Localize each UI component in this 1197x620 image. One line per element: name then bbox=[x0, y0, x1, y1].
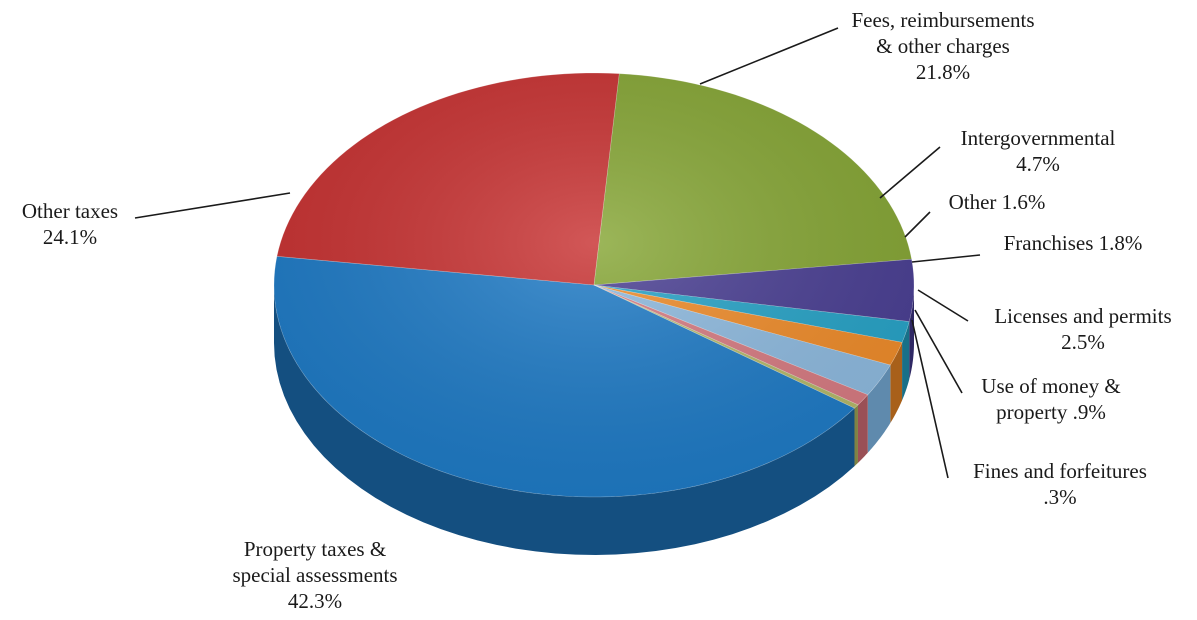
data-label-2: Fees, reimbursements & other charges 21.8% bbox=[851, 8, 1034, 84]
pie-slice-2 bbox=[593, 73, 912, 286]
data-label-6: Licenses and permits 2.5% bbox=[994, 304, 1171, 354]
data-labels: Property taxes & special assessments 42.3%… bbox=[22, 8, 1172, 613]
data-label-4: Other 1.6% bbox=[949, 190, 1046, 214]
leader-line-4 bbox=[904, 211, 931, 238]
data-label-6-line-0: Licenses and permits bbox=[994, 304, 1171, 328]
data-label-0-line-2: 42.3% bbox=[288, 589, 342, 613]
pie-slice-1 bbox=[276, 72, 620, 286]
data-label-3-line-1: 4.7% bbox=[1016, 152, 1060, 176]
data-label-7-line-1: property .9% bbox=[996, 400, 1106, 424]
data-label-0: Property taxes & special assessments 42.3% bbox=[232, 537, 397, 613]
data-label-5-line-0: Franchises 1.8% bbox=[1004, 231, 1143, 255]
data-label-7: Use of money & property .9% bbox=[981, 374, 1120, 424]
leader-line-5 bbox=[911, 254, 981, 263]
data-label-8-line-0: Fines and forfeitures bbox=[973, 459, 1147, 483]
data-label-0-line-0: Property taxes & bbox=[244, 537, 386, 561]
pie-slices bbox=[273, 72, 915, 498]
pie-side-8 bbox=[854, 404, 858, 467]
data-label-8: Fines and forfeitures .3% bbox=[973, 459, 1147, 509]
pie-side-7 bbox=[857, 394, 868, 463]
leader-line-1 bbox=[134, 192, 291, 219]
data-label-2-line-0: Fees, reimbursements bbox=[851, 8, 1034, 32]
data-label-1: Other taxes 24.1% bbox=[22, 199, 118, 249]
data-label-0-line-1: special assessments bbox=[232, 563, 397, 587]
data-label-1-line-1: 24.1% bbox=[43, 225, 97, 249]
leader-line-8 bbox=[911, 319, 949, 479]
data-label-3-line-0: Intergovernmental bbox=[961, 126, 1116, 150]
leader-lines bbox=[134, 27, 981, 479]
data-label-7-line-0: Use of money & bbox=[981, 374, 1120, 398]
leader-line-6 bbox=[917, 289, 969, 322]
data-label-4-line-0: Other 1.6% bbox=[949, 190, 1046, 214]
leader-line-3 bbox=[879, 146, 941, 199]
data-label-2-line-2: 21.8% bbox=[916, 60, 970, 84]
data-label-1-line-0: Other taxes bbox=[22, 199, 118, 223]
data-label-3: Intergovernmental 4.7% bbox=[961, 126, 1116, 176]
data-label-6-line-1: 2.5% bbox=[1061, 330, 1105, 354]
leader-line-7 bbox=[914, 309, 963, 394]
data-label-8-line-1: .3% bbox=[1043, 485, 1076, 509]
data-label-5: Franchises 1.8% bbox=[1004, 231, 1143, 255]
data-label-2-line-1: & other charges bbox=[876, 34, 1010, 58]
leader-line-2 bbox=[699, 27, 839, 85]
